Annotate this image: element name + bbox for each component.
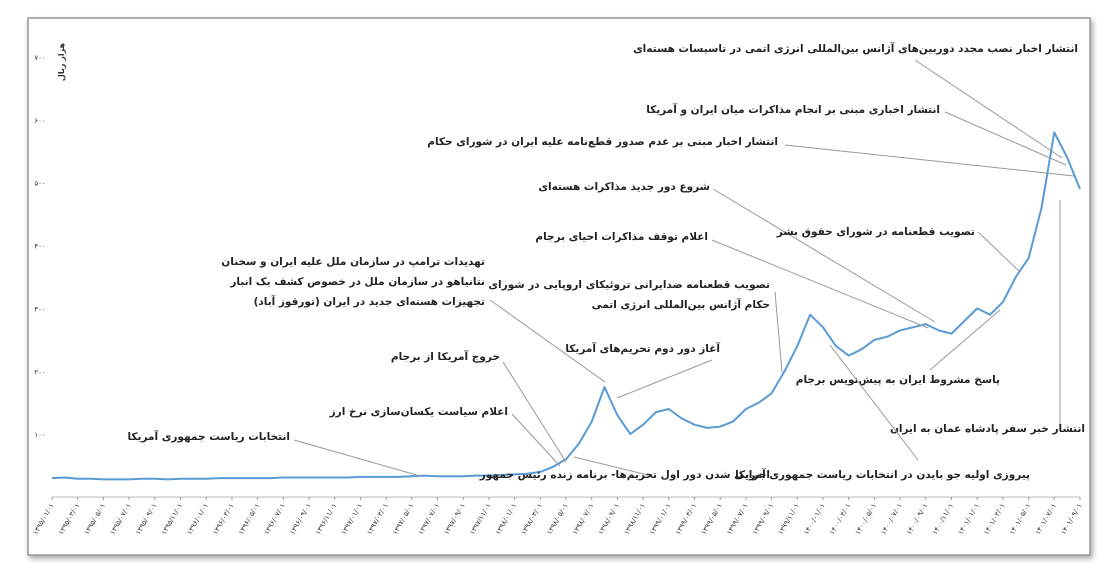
leader-line — [944, 111, 1067, 166]
leader-line — [784, 144, 1075, 177]
leader-line — [489, 299, 606, 383]
annotation: خروج آمریکا از برجام — [391, 350, 500, 363]
leader-line — [712, 188, 936, 323]
y-tick-label: ۶۰۰ — [34, 117, 45, 125]
annotation: پیروزی اولیه جو بایدن در انتخابات ریاست … — [735, 468, 1030, 481]
leader-line — [829, 344, 919, 461]
annotation: انتخابات ریاست جمهوری آمریکا — [127, 430, 290, 443]
leader-line — [977, 231, 1021, 273]
annotation: شروع دور جدید مذاکرات هسته‌ای — [538, 181, 710, 193]
annotation: نتانیاهو در سازمان ملل در خصوص کشف یک ان… — [229, 276, 485, 288]
leader-line — [711, 239, 929, 329]
leader-line — [774, 291, 783, 373]
y-tick-label: ۱۰۰ — [34, 431, 45, 439]
annotation: تصویب قطعنامه در شورای حقوق بشر — [776, 226, 975, 238]
annotation: انتشار اخبار نصب مجدد دوربین‌های آژانس ب… — [633, 42, 1078, 55]
y-axis-label: هزار ریال — [57, 42, 66, 81]
annotation: اجرایی شدن دور اول تحریم‌ها- برنامه زنده… — [479, 469, 770, 481]
annotation: حکام آژانس بین‌المللی انرژی اتمی — [592, 298, 770, 311]
annotation: اعلام توقف مذاکرات احیای برجام — [535, 231, 708, 243]
leader-line — [929, 309, 1001, 371]
y-tick-label: ۳۰۰ — [34, 305, 45, 313]
annotation: انتشار اخباری مبنی بر انجام مذاکرات میان… — [646, 103, 940, 116]
leader-line — [511, 413, 561, 467]
leader-line — [573, 456, 653, 477]
leader-line — [293, 439, 421, 477]
annotation: تهدیدات ترامپ در سازمان ملل علیه ایران و… — [221, 256, 485, 268]
y-tick-label: ۷۰۰ — [34, 54, 45, 62]
annotation: انتشار خبر سفر پادشاه عمان به ایران — [890, 423, 1085, 435]
annotation: انتشار اخبار مبنی بر عدم صدور قطع‌نامه ع… — [427, 136, 778, 148]
annotation: تجهیزات هسته‌ای جدید در ایران (تورقوز آب… — [254, 295, 485, 308]
line-series — [51, 131, 1081, 481]
y-tick-label: ۲۰۰ — [34, 368, 45, 376]
y-tick-label: ۵۰۰ — [34, 180, 45, 188]
leader-line — [502, 361, 567, 463]
leader-line — [914, 59, 1063, 159]
annotation: آغاز دور دوم تحریم‌های آمریکا — [565, 342, 720, 355]
annotation: اعلام سیاست یکسان‌سازی نرخ ارز — [329, 406, 508, 418]
annotation: تصویب قطعنامه ضدایرانی تروئیکای اروپایی … — [488, 279, 770, 291]
y-tick-label: ۴۰۰ — [34, 243, 45, 251]
leader-line — [616, 359, 713, 399]
annotation: پاسخ مشروط ایران به پیش‌نویس برجام — [796, 374, 1000, 386]
